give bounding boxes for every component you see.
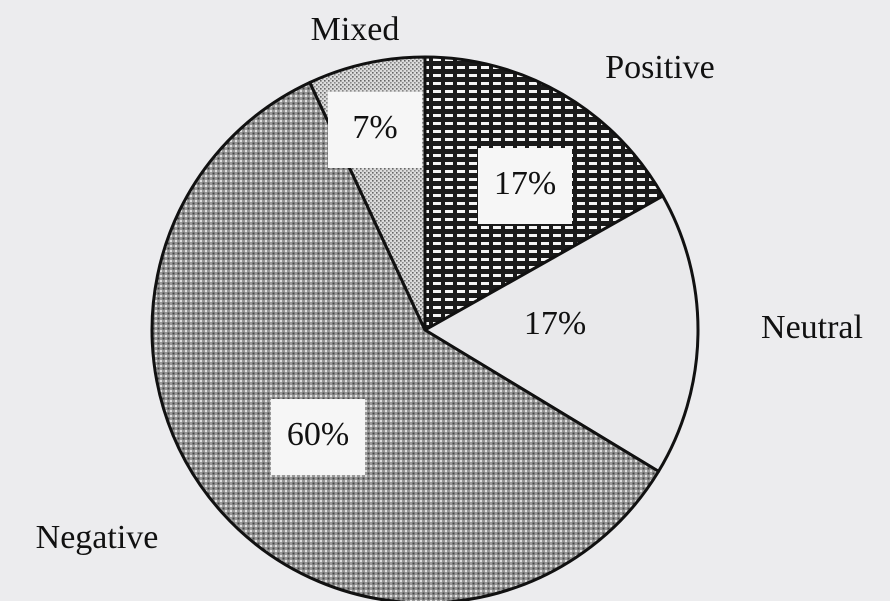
category-label: Neutral [761,309,863,346]
value-label: 7% [352,109,397,146]
value-label-box [271,399,365,475]
pie-slice [423,194,700,473]
pie [150,55,700,601]
value-label: 17% [494,165,556,202]
value-label-box [328,92,422,168]
value-label: 60% [287,416,349,453]
category-label: Negative [36,519,159,556]
value-label: 17% [524,305,586,342]
labels: Positive 17% Neutral 17% Negative 60% Mixed 7% [36,11,863,556]
category-label: Mixed [311,11,400,48]
value-label-box [478,148,572,224]
category-label: Positive [605,49,715,86]
